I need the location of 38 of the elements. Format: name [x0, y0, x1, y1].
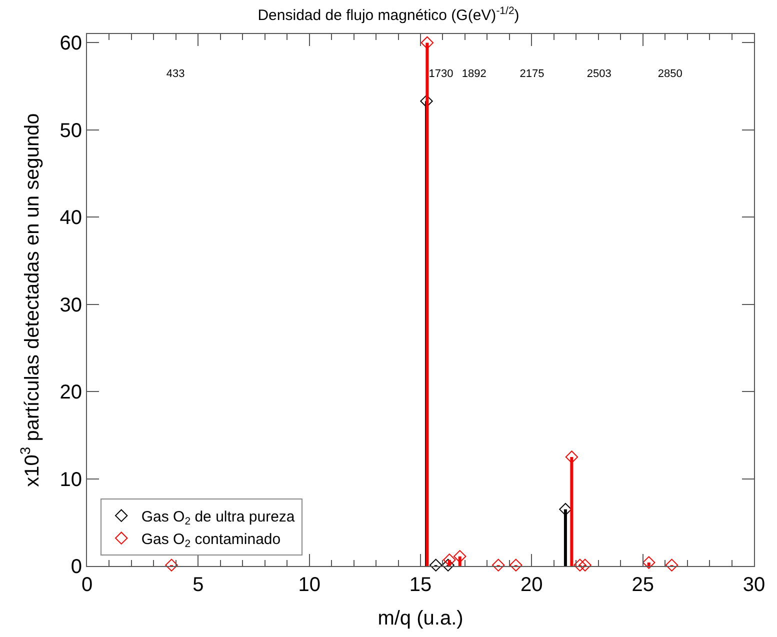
- y-tick-label: 30: [60, 294, 82, 316]
- x2-tick-label: 2503: [586, 68, 612, 80]
- point: [454, 550, 466, 563]
- x2-tick-label: 1730: [428, 68, 454, 80]
- point: [510, 558, 522, 572]
- x2-axis-title: Densidad de flujo magnético (G(eV)$^{-1/2}$): [258, 4, 520, 24]
- point: [559, 502, 572, 516]
- y-tick-label: 10: [60, 468, 82, 491]
- point: [574, 558, 586, 572]
- y-tick-label: 60: [60, 32, 82, 55]
- point: [442, 558, 454, 572]
- x-tick-label: 30: [742, 574, 766, 596]
- x-tick-label: 15: [409, 574, 432, 596]
- x-tick-label: 25: [632, 574, 654, 596]
- y-tick-label: 20: [60, 382, 82, 404]
- x-tick-label: 10: [298, 574, 320, 596]
- point: [165, 558, 178, 572]
- y-tick-label: 50: [60, 120, 82, 142]
- x2-tick-label: 433: [166, 68, 185, 80]
- y-tick-label: 0: [70, 556, 82, 578]
- x-tick-label: 5: [192, 574, 204, 596]
- legend-label: Gas O$_{2}$ de ultra pureza: [141, 508, 296, 528]
- y-tick-label: 40: [60, 207, 82, 230]
- x2-tick-label: 2850: [658, 68, 682, 80]
- point: [420, 94, 433, 108]
- point: [420, 36, 434, 50]
- point: [429, 558, 442, 572]
- point: [642, 556, 656, 569]
- x-axis-title: m/q (u.a.): [378, 608, 464, 630]
- point: [578, 558, 592, 572]
- point: [443, 554, 456, 566]
- point: [492, 558, 505, 572]
- point: [565, 450, 578, 464]
- point: [665, 558, 678, 572]
- x2-tick-label: 2175: [520, 68, 544, 80]
- x-tick-label: 20: [520, 574, 543, 596]
- legend-label: Gas O$_{2}$ contaminado: [141, 530, 281, 550]
- x2-tick-label: 1892: [462, 68, 486, 80]
